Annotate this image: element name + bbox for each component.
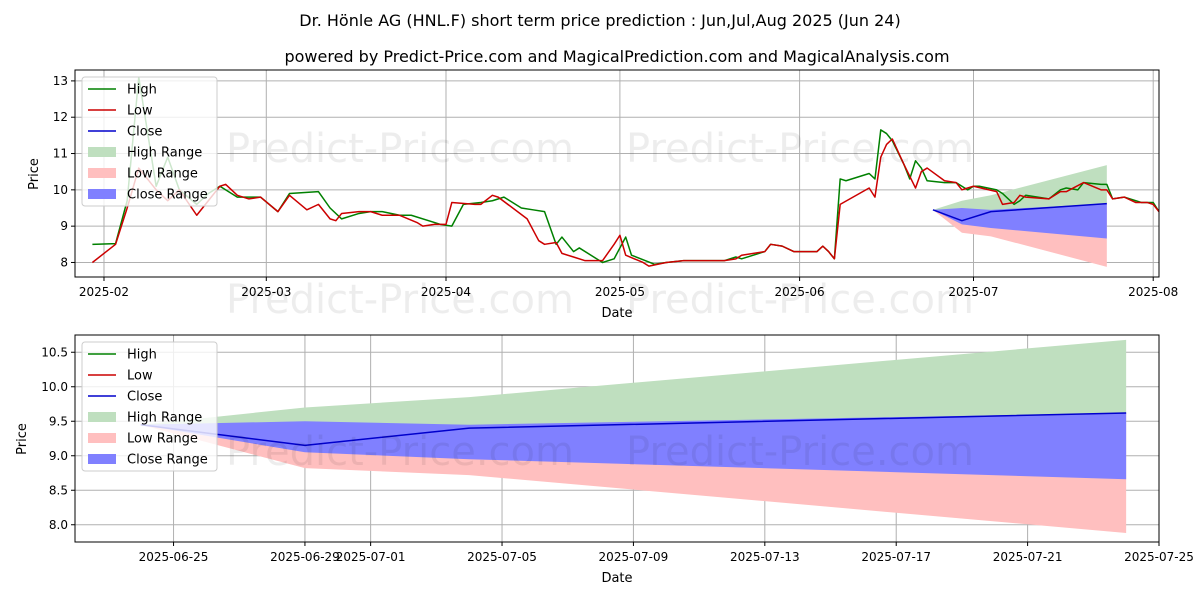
legend-label-close: Close	[127, 390, 162, 405]
watermark: Predict-Price.com	[626, 429, 974, 475]
legend-label-close: Close	[127, 125, 162, 140]
top-panel: Predict-Price.com Predict-Price.com Pred…	[27, 69, 1179, 323]
top-x-axis-label: Date	[601, 306, 632, 321]
legend-label-low-range: Low Range	[127, 432, 198, 447]
legend-label-high-range: High Range	[127, 411, 202, 426]
watermark: Predict-Price.com	[626, 277, 974, 323]
y-tick-label: 12	[53, 110, 68, 124]
x-tick-label: 2025-07-09	[599, 550, 669, 564]
x-tick-label: 2025-08	[1128, 285, 1178, 299]
bottom-x-axis-label: Date	[601, 571, 632, 586]
legend-label-high: High	[127, 348, 157, 363]
top-legend: High Low Close High Range Low Range Close Ran…	[81, 76, 218, 207]
top-grid	[75, 70, 1159, 277]
top-plot-frame	[74, 69, 1160, 278]
x-tick-label: 2025-07-13	[730, 550, 800, 564]
y-tick-label: 8	[60, 255, 68, 269]
x-tick-label: 2025-06	[775, 285, 825, 299]
x-tick-label: 2025-02	[79, 285, 129, 299]
top-axis-ticks: 2025-02 2025-03 2025-04 2025-05 2025-06 2025-…	[53, 74, 1179, 299]
y-tick-label: 9.5	[49, 414, 68, 428]
x-tick-label: 2025-07-01	[336, 550, 406, 564]
x-tick-label: 2025-07-17	[861, 550, 931, 564]
x-tick-label: 2025-07-21	[993, 550, 1063, 564]
bottom-legend: High Low Close High Range Low Range Close Ran…	[81, 341, 218, 472]
y-tick-label: 9	[60, 219, 68, 233]
legend-swatch-high-range	[88, 147, 116, 157]
low-line	[91, 138, 1160, 267]
x-tick-label: 2025-07-25	[1124, 550, 1194, 564]
y-tick-label: 11	[53, 147, 68, 161]
legend-swatch-low-range	[88, 168, 116, 178]
bottom-panel: Predict-Price.com Predict-Price.com 2025…	[15, 334, 1194, 586]
legend-label-low: Low	[127, 104, 153, 119]
high-range-band	[140, 339, 1127, 446]
chart-title: Dr. Hönle AG (HNL.F) short term price pr…	[299, 11, 900, 30]
legend-label-low: Low	[127, 369, 153, 384]
bottom-y-axis-label: Price	[15, 423, 30, 455]
bottom-series-lines	[140, 412, 1127, 447]
x-tick-label: 2025-03	[241, 285, 291, 299]
legend-swatch-low-range	[88, 433, 116, 443]
legend-swatch-close-range	[88, 189, 116, 199]
legend-swatch-high-range	[88, 412, 116, 422]
watermark: Predict-Price.com	[226, 126, 574, 172]
y-tick-label: 8.5	[49, 483, 68, 497]
legend-label-close-range: Close Range	[127, 188, 208, 203]
close-line	[932, 202, 1107, 222]
x-tick-label: 2025-05	[595, 285, 645, 299]
bottom-range-fills	[140, 339, 1127, 534]
y-tick-label: 13	[53, 74, 68, 88]
y-tick-label: 10.0	[41, 380, 68, 394]
close-range-band	[932, 203, 1107, 239]
x-tick-label: 2025-06-25	[139, 550, 209, 564]
high-line	[92, 76, 1160, 266]
high-range-band	[932, 165, 1107, 221]
close-line	[140, 412, 1127, 447]
top-range-fills	[932, 165, 1107, 267]
watermark: Predict-Price.com	[226, 277, 574, 323]
legend-label-high: High	[127, 83, 157, 98]
top-series-lines	[91, 76, 1160, 267]
x-tick-label: 2025-07-05	[467, 550, 537, 564]
x-tick-label: 2025-04	[421, 285, 471, 299]
watermark: Predict-Price.com	[226, 429, 574, 475]
chart-subtitle: powered by Predict-Price.com and Magical…	[284, 47, 949, 66]
y-tick-label: 10.5	[41, 345, 68, 359]
legend-label-close-range: Close Range	[127, 453, 208, 468]
y-tick-label: 8.0	[49, 518, 68, 532]
watermark: Predict-Price.com	[626, 126, 974, 172]
y-tick-label: 9.0	[49, 449, 68, 463]
x-tick-label: 2025-06-29	[270, 550, 340, 564]
legend-label-low-range: Low Range	[127, 167, 198, 182]
y-tick-label: 10	[53, 183, 68, 197]
bottom-plot-frame	[74, 334, 1160, 543]
close-range-band	[140, 412, 1127, 480]
legend-swatch-close-range	[88, 454, 116, 464]
legend-label-high-range: High Range	[127, 146, 202, 161]
x-tick-label: 2025-07	[948, 285, 998, 299]
top-y-axis-label: Price	[27, 158, 42, 190]
